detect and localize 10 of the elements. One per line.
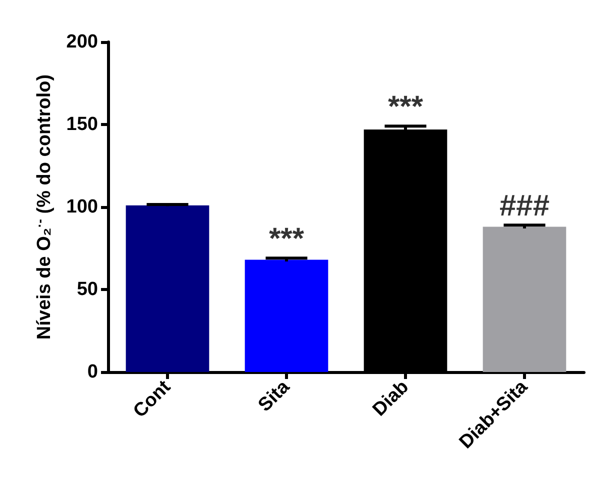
y-tick-label: 100 (66, 196, 98, 218)
x-tick-label: Sita (254, 376, 294, 416)
annotation: *** (388, 90, 424, 124)
annotation: ### (499, 190, 550, 223)
y-tick-label: 0 (87, 362, 98, 382)
y-tick-label: 200 (66, 32, 98, 52)
y-axis-title: Níveis de O₂·- (% do controlo) (32, 74, 55, 340)
y-tick-label: 50 (76, 279, 98, 300)
annotation: *** (268, 222, 304, 256)
y-tick-label: 150 (66, 114, 98, 135)
